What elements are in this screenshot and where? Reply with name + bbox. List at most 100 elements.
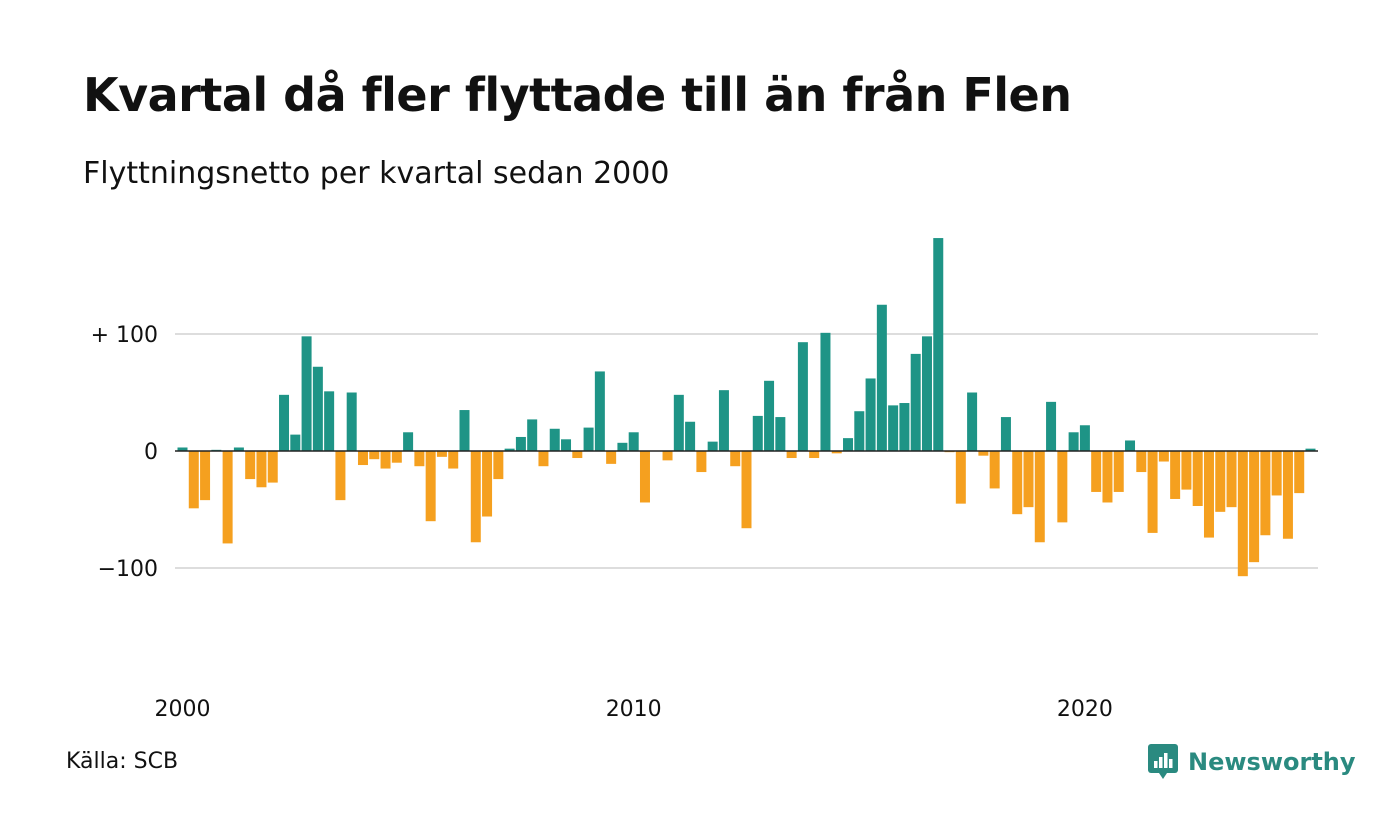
bar: [820, 332, 831, 451]
bar: [425, 451, 436, 522]
bar: [978, 451, 989, 456]
bar: [910, 353, 921, 451]
brand[interactable]: Newsworthy: [1148, 744, 1356, 780]
bar: [1226, 451, 1237, 508]
bar: [267, 451, 278, 483]
bar: [639, 451, 650, 503]
bar: [1046, 401, 1057, 451]
bar: [606, 451, 617, 464]
bar: [752, 415, 763, 451]
bar: [1034, 451, 1045, 543]
bar: [572, 451, 583, 459]
bar: [899, 403, 910, 451]
chart-title: Kvartal då fler flyttade till än från Fl…: [83, 68, 1072, 122]
bar: [1023, 451, 1034, 508]
bar: [279, 394, 290, 451]
bar: [470, 451, 481, 543]
newsworthy-logo-icon: [1148, 744, 1178, 779]
chart-subtitle: Flyttningsnetto per kvartal sedan 2000: [83, 156, 670, 191]
bar: [177, 447, 188, 451]
bar: [1305, 448, 1316, 451]
bar: [245, 451, 256, 480]
bar: [764, 380, 775, 451]
bar: [256, 451, 267, 488]
bar: [741, 451, 752, 529]
bar: [561, 439, 572, 451]
bar: [707, 441, 718, 451]
bar: [1203, 451, 1214, 538]
bar: [933, 238, 944, 451]
bar: [673, 394, 684, 451]
bar: [718, 390, 729, 451]
bar: [809, 451, 820, 459]
bar: [324, 391, 335, 451]
bar: [831, 451, 842, 454]
bar: [1215, 451, 1226, 512]
bar: [967, 392, 978, 451]
bar: [1091, 451, 1102, 492]
bar: [876, 304, 887, 451]
bar: [1079, 425, 1090, 451]
y-tick-label: −100: [98, 557, 158, 582]
bar: [854, 411, 865, 451]
y-tick-label: 0: [144, 440, 158, 465]
bar: [1271, 451, 1282, 496]
grid-lines: [175, 333, 1318, 569]
x-tick-label: 2020: [1057, 697, 1113, 722]
bar: [233, 447, 244, 451]
bar: [391, 451, 402, 463]
bar-chart: + 100 0 −100 2000 2010 2020: [91, 238, 1318, 722]
bar: [1192, 451, 1203, 506]
bar: [989, 451, 1000, 489]
bar: [222, 451, 233, 544]
bar: [1249, 451, 1260, 563]
bar: [403, 432, 414, 451]
bar: [1000, 417, 1011, 451]
bar: [888, 405, 899, 451]
bar: [414, 451, 425, 467]
bar: [188, 451, 199, 509]
bar: [730, 451, 741, 467]
bar: [459, 410, 470, 451]
bar: [843, 438, 854, 451]
x-tick-label: 2000: [155, 697, 211, 722]
bar: [436, 451, 447, 457]
bar: [1294, 451, 1305, 494]
bar: [1282, 451, 1293, 539]
bar: [290, 434, 301, 451]
bar: [1136, 451, 1147, 473]
y-tick-label: + 100: [91, 323, 158, 348]
bar: [482, 451, 493, 517]
bar: [775, 417, 786, 451]
bar: [594, 371, 605, 451]
bar: [1068, 432, 1079, 451]
bar: [301, 336, 312, 451]
bar: [448, 451, 459, 469]
bar: [617, 442, 628, 451]
bar: [549, 428, 560, 451]
bar: [1260, 451, 1271, 536]
x-tick-label: 2010: [606, 697, 662, 722]
bar: [493, 451, 504, 480]
bar: [1158, 451, 1169, 462]
bar: [628, 432, 639, 451]
bar: [786, 451, 797, 459]
bar: [1237, 451, 1248, 577]
bar: [504, 448, 515, 451]
bar: [1012, 451, 1023, 515]
bar: [380, 451, 391, 469]
bar: [797, 342, 808, 451]
bar: [583, 427, 594, 451]
bar: [955, 451, 966, 504]
source-note: Källa: SCB: [66, 749, 179, 774]
bar: [1170, 451, 1181, 499]
bar: [357, 451, 368, 466]
y-axis-labels: + 100 0 −100: [91, 323, 158, 582]
bar: [527, 419, 538, 451]
bar: [312, 366, 323, 451]
bar: [369, 451, 380, 460]
bar: [865, 378, 876, 451]
bar: [1057, 451, 1068, 523]
bar: [685, 421, 696, 451]
x-axis-labels: 2000 2010 2020: [155, 697, 1113, 722]
